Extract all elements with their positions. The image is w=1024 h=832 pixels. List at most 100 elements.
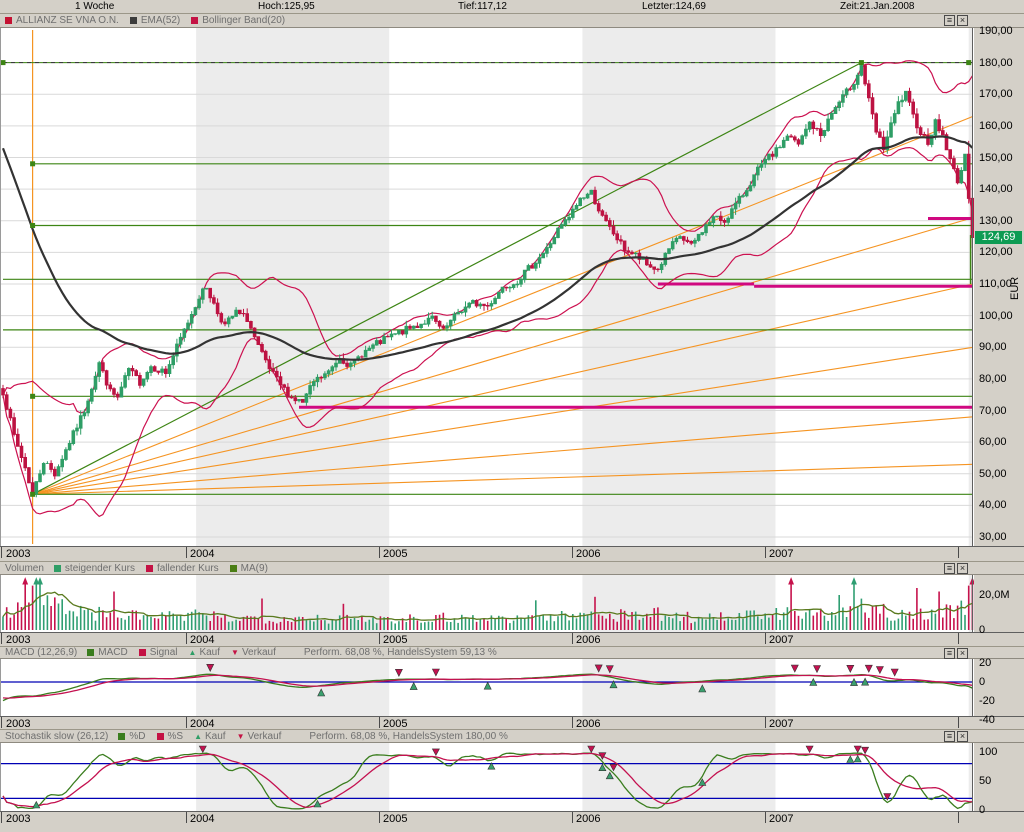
- legend-square-swatch-icon: [229, 564, 237, 572]
- year-tick: [765, 812, 766, 823]
- legend-item: %D: [118, 730, 146, 742]
- panel-close-icon[interactable]: ×: [957, 563, 968, 574]
- stochastic-panel-title: Stochastik slow (26,12): [5, 730, 109, 742]
- price-tick-label: 80,00: [979, 372, 1007, 385]
- year-label: 2005: [383, 718, 408, 730]
- legend-item: %S: [156, 731, 183, 742]
- year-tick: [765, 633, 766, 644]
- stochastic-legend: %D %S ▲ Kauf ▼ Verkauf: [118, 731, 281, 742]
- year-tick: [379, 717, 380, 728]
- legend-square-swatch-icon: [118, 732, 126, 740]
- time-axis-main[interactable]: 2003 2004 2005 2006 2007: [0, 546, 1024, 562]
- time-axis-macd[interactable]: 2003 2004 2005 2006 2007: [0, 716, 1024, 730]
- year-tick: [1, 547, 2, 558]
- year-tick: [186, 547, 187, 558]
- year-tick: [958, 717, 959, 728]
- high-label: Hoch:125,95: [258, 1, 315, 12]
- volume-tick-label: 0: [979, 624, 986, 636]
- stochastic-tick-label: 100: [979, 746, 998, 758]
- year-tick: [186, 633, 187, 644]
- year-tick: [186, 812, 187, 823]
- macd-panel-title: MACD (12,26,9): [5, 647, 78, 658]
- volume-panel-header: Volumen steigender Kurs fallender Kurs MA(…: [0, 561, 1024, 575]
- legend-label: Kauf: [199, 647, 221, 658]
- legend-square-swatch-icon: [5, 17, 12, 24]
- legend-label: ALLIANZ SE VNA O.N.: [16, 15, 119, 26]
- price-tick-label: 130,00: [979, 214, 1013, 227]
- year-tick: [1, 812, 2, 823]
- volume-legend: steigender Kurs fallender Kurs MA(9): [53, 563, 268, 574]
- year-label: 2003: [6, 548, 31, 560]
- macd-tick-label: 0: [979, 676, 986, 688]
- legend-item: Signal: [138, 647, 178, 658]
- macd-performance: Perform. 68,08 %, HandelsSystem 59,13 %: [303, 647, 497, 658]
- legend-square-swatch-icon: [156, 732, 164, 740]
- year-tick: [379, 633, 380, 644]
- panel-menu-icon[interactable]: ≡: [944, 563, 955, 574]
- triangle-up-icon: ▲: [188, 648, 197, 657]
- stochastic-header-icons: ≡ ×: [944, 731, 968, 742]
- year-label: 2004: [190, 548, 215, 560]
- triangle-down-icon: ▼: [236, 731, 245, 741]
- legend-item: MACD: [87, 647, 128, 658]
- year-label: 2003: [6, 718, 31, 730]
- year-tick: [765, 717, 766, 728]
- stochastic-chart[interactable]: [0, 743, 974, 811]
- time-axis-stochastic[interactable]: 2003 2004 2005 2006 2007: [0, 811, 1024, 832]
- main-price-chart[interactable]: [0, 28, 974, 546]
- year-label: 2006: [576, 718, 601, 730]
- price-tick-label: 50,00: [979, 467, 1007, 480]
- legend-item: ▲ Kauf: [189, 647, 221, 658]
- stochastic-panel-header: Stochastik slow (26,12) %D %S ▲ Kauf ▼ Verkau…: [0, 729, 1024, 743]
- year-label: 2007: [769, 634, 794, 646]
- legend-label: Bollinger Band(20): [202, 15, 286, 26]
- panel-close-icon[interactable]: ×: [957, 15, 968, 26]
- volume-tick-label: 20,0M: [979, 589, 1010, 601]
- year-label: 2006: [576, 548, 601, 560]
- year-tick: [958, 633, 959, 644]
- time-axis-volume[interactable]: 2003 2004 2005 2006 2007: [0, 632, 1024, 647]
- legend-item: ALLIANZ SE VNA O.N.: [5, 15, 119, 26]
- year-tick: [379, 812, 380, 823]
- time-label: Zeit:21.Jan.2008: [840, 1, 915, 12]
- price-tick-label: 30,00: [979, 531, 1007, 543]
- price-tick-label: 180,00: [979, 56, 1013, 69]
- legend-item: MA(9): [229, 563, 268, 574]
- price-tick-label: 110,00: [979, 278, 1012, 290]
- panel-menu-icon[interactable]: ≡: [944, 15, 955, 26]
- stochastic-tick-label: 0: [979, 804, 986, 816]
- legend-item: Bollinger Band(20): [191, 15, 285, 26]
- price-tick-label: 40,00: [979, 499, 1007, 512]
- legend-item: fallender Kurs: [145, 563, 219, 574]
- legend-label: %D: [129, 730, 146, 742]
- year-tick: [379, 547, 380, 558]
- volume-panel-title: Volumen: [5, 562, 44, 574]
- year-tick: [765, 547, 766, 558]
- price-tick-label: 70,00: [979, 404, 1007, 417]
- macd-panel-header: MACD (12,26,9) MACD Signal ▲ Kauf ▼ Verkauf P…: [0, 646, 1024, 659]
- macd-chart[interactable]: [0, 659, 974, 716]
- panel-menu-icon[interactable]: ≡: [944, 731, 955, 742]
- legend-item: ▼ Verkauf: [237, 731, 282, 742]
- macd-tick-label: 20: [979, 657, 992, 669]
- macd-tick-label: -40: [979, 714, 995, 726]
- volume-chart[interactable]: [0, 575, 974, 632]
- price-tick-label: 60,00: [979, 436, 1007, 449]
- year-tick: [1, 717, 2, 728]
- volume-bars: [2, 577, 974, 630]
- panel-close-icon[interactable]: ×: [957, 731, 968, 742]
- price-tick-label: 90,00: [979, 341, 1007, 354]
- triangle-down-icon: ▼: [231, 648, 239, 657]
- panel-close-icon[interactable]: ×: [957, 648, 968, 659]
- year-tick: [572, 633, 573, 644]
- year-label: 2003: [6, 813, 31, 825]
- legend-item: steigender Kurs: [53, 563, 135, 574]
- year-label: 2005: [383, 548, 408, 560]
- main-header-icons: ≡ ×: [944, 15, 968, 26]
- legend-square-swatch-icon: [53, 564, 61, 572]
- year-tick: [958, 547, 959, 558]
- panel-menu-icon[interactable]: ≡: [944, 648, 955, 659]
- price-tick-label: 120,00: [979, 246, 1013, 259]
- year-tick: [958, 812, 959, 823]
